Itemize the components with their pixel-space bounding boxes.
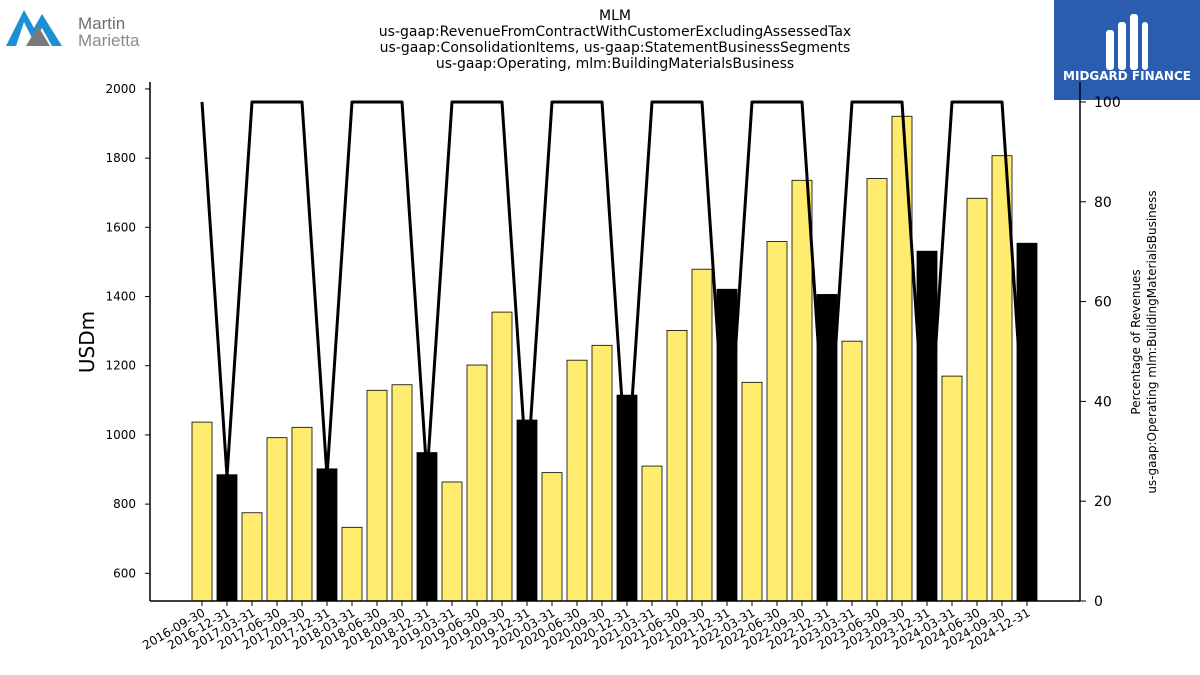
y-tick-label-1400: 1400 — [105, 290, 136, 304]
midgard-finance-logo: MIDGARD FINANCE — [1054, 0, 1200, 100]
bar-2019-03-31 — [441, 481, 463, 602]
y-tick-label-2000: 2000 — [105, 82, 136, 96]
bar-2018-06-30 — [366, 389, 388, 602]
y-tick-label-1600: 1600 — [105, 220, 136, 234]
bar-2021-09-30 — [691, 268, 713, 602]
y2-tick-label-0: 0 — [1094, 594, 1103, 610]
bar-2018-03-31 — [341, 526, 363, 602]
bar-2019-09-30 — [491, 311, 513, 602]
logo-mountain-gray — [26, 26, 50, 46]
bar-2016-09-30 — [191, 421, 213, 602]
midgard-name: MIDGARD FINANCE — [1063, 69, 1191, 83]
bar-2022-09-30 — [791, 179, 813, 602]
bar-2020-03-31 — [541, 472, 563, 602]
title-line-3: us-gaap:Operating, mlm:BuildingMaterials… — [436, 56, 794, 72]
logo-name-line1: Martin — [78, 14, 125, 33]
bar-2023-12-31 — [916, 250, 938, 602]
y-tick-label-1000: 1000 — [105, 428, 136, 442]
bar-2019-12-31 — [516, 419, 538, 602]
bar-2024-12-31 — [1016, 242, 1038, 602]
logo-mountain-blue — [6, 10, 62, 46]
y-tick-label-1200: 1200 — [105, 359, 136, 373]
bar-2018-09-30 — [391, 384, 413, 602]
y2-axis-label-line-0: Percentage of Revenues — [1129, 269, 1143, 414]
bar-2024-03-31 — [941, 375, 963, 602]
y-tick-label-800: 800 — [113, 497, 136, 511]
midgard-emblem-icon — [1106, 14, 1148, 70]
bars — [191, 115, 1038, 602]
y2-tick-label-60: 60 — [1094, 295, 1112, 311]
y-ticks: 600 800 1000 1200 1400 1600 1800 2000 — [105, 82, 150, 580]
x-ticks: 2016-09-302016-12-312017-03-312017-06-30… — [140, 601, 1033, 652]
y2-tick-label-40: 40 — [1094, 394, 1112, 410]
y2-tick-label-100: 100 — [1094, 95, 1121, 111]
bar-2023-06-30 — [866, 178, 888, 602]
bar-2022-12-31 — [816, 294, 838, 602]
y2-tick-label-20: 20 — [1094, 494, 1112, 510]
chart-title: MLMus-gaap:RevenueFromContractWithCustom… — [379, 8, 851, 72]
y2-axis-label: Percentage of Revenues us-gaap:Operating … — [1129, 190, 1159, 493]
y-axis-label: USDm — [75, 311, 99, 373]
martin-marietta-logo: Martin Marietta — [4, 4, 164, 52]
y2-tick-label-80: 80 — [1094, 195, 1112, 211]
percentage-line-layer — [200, 100, 1029, 478]
bar-2017-12-31 — [316, 468, 338, 602]
bar-2021-03-31 — [641, 465, 663, 602]
title-line-1: us-gaap:RevenueFromContractWithCustomerE… — [379, 24, 851, 40]
bar-2020-12-31 — [616, 394, 638, 602]
title-line-0: MLM — [599, 8, 631, 24]
bar-2017-03-31 — [241, 512, 263, 602]
y-tick-label-1800: 1800 — [105, 151, 136, 165]
bar-2020-09-30 — [591, 344, 613, 602]
bar-2021-06-30 — [666, 330, 688, 602]
bar-2022-03-31 — [741, 381, 763, 602]
bar-2016-12-31 — [216, 474, 238, 602]
percentage-line — [200, 100, 1029, 478]
y-tick-label-600: 600 — [113, 566, 136, 580]
title-line-2: us-gaap:ConsolidationItems, us-gaap:Stat… — [380, 40, 851, 56]
bar-2019-06-30 — [466, 364, 488, 602]
bar-2024-06-30 — [966, 197, 988, 602]
y2-ticks: 0 20 40 60 80 100 — [1080, 95, 1121, 610]
bar-2022-06-30 — [766, 241, 788, 602]
y2-axis-label-line-1: us-gaap:Operating mlm:BuildingMaterialsB… — [1145, 190, 1159, 493]
bar-2017-06-30 — [266, 437, 288, 602]
logo-name-line2: Marietta — [78, 31, 140, 50]
bar-2023-03-31 — [841, 340, 863, 602]
axes — [149, 82, 1081, 602]
bar-2021-12-31 — [716, 288, 738, 602]
bar-2017-09-30 — [291, 426, 313, 602]
bar-2020-06-30 — [566, 359, 588, 602]
